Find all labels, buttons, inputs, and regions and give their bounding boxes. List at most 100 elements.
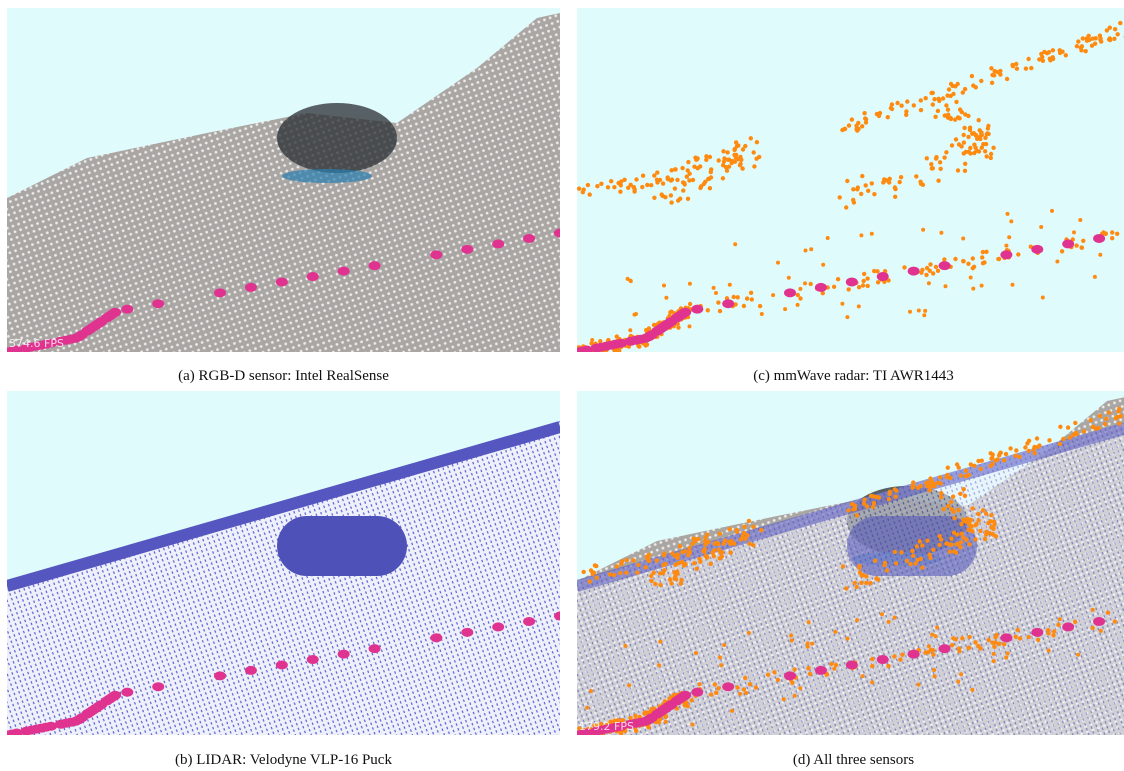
point	[685, 175, 689, 179]
point	[634, 177, 638, 181]
point	[862, 111, 866, 115]
point	[714, 291, 718, 295]
point	[883, 561, 887, 565]
point	[723, 538, 727, 542]
point	[615, 564, 619, 568]
point	[619, 179, 623, 183]
point	[1103, 422, 1107, 426]
point	[585, 706, 589, 710]
point	[636, 563, 640, 567]
point	[911, 554, 915, 558]
point	[887, 620, 891, 624]
point	[986, 124, 990, 128]
point	[924, 96, 928, 100]
point	[950, 507, 954, 511]
point	[865, 276, 869, 280]
point	[856, 121, 860, 125]
point	[980, 284, 984, 288]
point	[991, 146, 995, 150]
point	[910, 549, 914, 553]
point	[1035, 436, 1039, 440]
radar-panel	[577, 8, 1124, 352]
point	[1037, 443, 1041, 447]
point	[725, 150, 729, 154]
point	[845, 179, 849, 183]
point	[717, 556, 721, 560]
point	[599, 182, 603, 186]
point	[1082, 429, 1086, 433]
point	[979, 79, 983, 83]
point	[942, 257, 946, 261]
point	[1017, 455, 1021, 459]
point	[649, 579, 653, 583]
point	[589, 689, 593, 693]
point	[1091, 425, 1095, 429]
point	[729, 551, 733, 555]
point	[927, 553, 931, 557]
point	[969, 462, 973, 466]
point	[1076, 653, 1080, 657]
point	[1058, 442, 1062, 446]
point	[951, 495, 955, 499]
caption: (d) All three sensors	[577, 752, 1124, 769]
point	[898, 658, 902, 662]
point	[716, 686, 720, 690]
point	[798, 296, 802, 300]
point	[718, 550, 722, 554]
point	[686, 197, 690, 201]
point	[718, 655, 722, 659]
point	[992, 652, 996, 656]
point	[880, 612, 884, 616]
point	[932, 97, 936, 101]
point	[1006, 651, 1010, 655]
point	[577, 187, 581, 191]
point	[978, 529, 982, 533]
point	[850, 502, 854, 506]
point	[1113, 619, 1117, 623]
point	[626, 277, 630, 281]
point	[983, 136, 987, 140]
point	[666, 177, 670, 181]
point	[669, 168, 673, 172]
point	[618, 190, 622, 194]
point	[962, 126, 966, 130]
point	[691, 537, 695, 541]
point	[749, 136, 753, 140]
point	[983, 149, 987, 153]
point	[749, 291, 753, 295]
point	[635, 570, 639, 574]
point	[873, 559, 877, 563]
point	[921, 228, 925, 232]
point	[949, 82, 953, 86]
point	[1037, 57, 1041, 61]
point	[1027, 449, 1031, 453]
point	[1016, 628, 1020, 632]
point	[890, 102, 894, 106]
point	[939, 491, 943, 495]
point	[992, 645, 996, 649]
pose	[877, 655, 889, 664]
point	[948, 550, 952, 554]
pose	[276, 660, 288, 669]
point	[1026, 57, 1030, 61]
point	[959, 672, 963, 676]
point	[758, 304, 762, 308]
point	[1117, 407, 1121, 411]
point	[669, 200, 673, 204]
pose	[679, 308, 691, 317]
point	[948, 543, 952, 547]
pose	[722, 682, 734, 691]
point	[809, 247, 813, 251]
lidar-panel	[7, 391, 560, 735]
point	[875, 269, 879, 273]
point	[938, 475, 942, 479]
point	[782, 697, 786, 701]
point	[945, 93, 949, 97]
point	[851, 187, 855, 191]
point	[594, 576, 598, 580]
point	[951, 636, 955, 640]
point	[1010, 63, 1014, 67]
caption: (c) mmWave radar: TI AWR1443	[577, 368, 1124, 385]
point	[870, 181, 874, 185]
point	[642, 711, 646, 715]
